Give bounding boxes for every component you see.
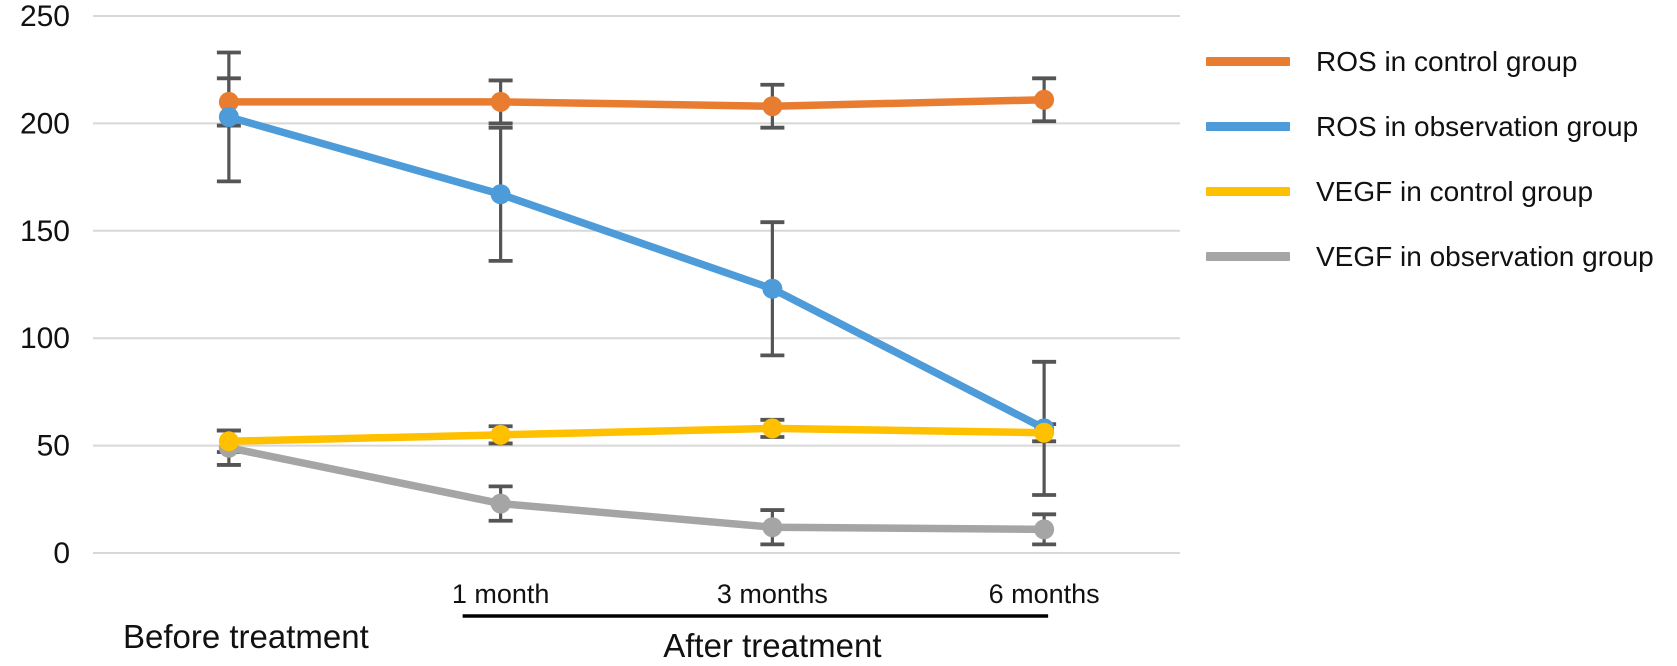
y-axis-tick-label: 200 <box>20 107 70 140</box>
y-axis-tick-label: 50 <box>37 430 70 463</box>
legend-label: ROS in control group <box>1316 45 1578 77</box>
x-axis-tick-label: 6 months <box>989 579 1100 609</box>
legend-swatch <box>1206 57 1290 66</box>
y-axis-tick-label: 0 <box>53 537 70 570</box>
series-line <box>225 113 1048 433</box>
x-axis-tick-label: 3 months <box>717 579 828 609</box>
before-treatment-label: Before treatment <box>123 618 369 655</box>
legend-swatch <box>1206 122 1290 131</box>
legend-item: ROS in control group <box>1206 29 1654 94</box>
x-axis-tick-label: 1 month <box>452 579 550 609</box>
legend-swatch <box>1206 252 1290 261</box>
line-chart-canvas: 0 50 100 150 200 250 1 month 3 months 6 months Be… <box>20 0 1180 664</box>
legend-swatch <box>1206 187 1290 196</box>
series-line <box>225 443 1048 534</box>
y-axis-tick-label: 150 <box>20 215 70 248</box>
after-treatment-label: After treatment <box>663 627 881 664</box>
legend-label: VEGF in control group <box>1316 175 1594 207</box>
data-point <box>1034 519 1055 540</box>
data-point <box>490 424 511 445</box>
series-line <box>225 96 1048 110</box>
chart-legend: ROS in control group ROS in observation g… <box>1206 29 1654 289</box>
legend-label: ROS in observation group <box>1316 110 1639 142</box>
legend-item: VEGF in control group <box>1206 159 1654 224</box>
legend-item: VEGF in observation group <box>1206 224 1654 289</box>
data-point <box>762 96 783 117</box>
data-point <box>490 493 511 514</box>
data-point <box>490 184 511 205</box>
data-point <box>490 91 511 112</box>
data-point <box>762 418 783 439</box>
y-axis-tick-label: 250 <box>20 0 70 33</box>
data-point <box>218 431 239 452</box>
data-point <box>218 91 239 112</box>
data-point <box>1034 422 1055 443</box>
legend-item: ROS in observation group <box>1206 94 1654 159</box>
y-axis-tick-label: 100 <box>20 322 70 355</box>
legend-label: VEGF in observation group <box>1316 240 1654 272</box>
series-line <box>225 424 1048 446</box>
data-point <box>218 106 239 127</box>
data-point <box>762 517 783 538</box>
data-point <box>762 278 783 299</box>
data-point <box>1034 89 1055 110</box>
